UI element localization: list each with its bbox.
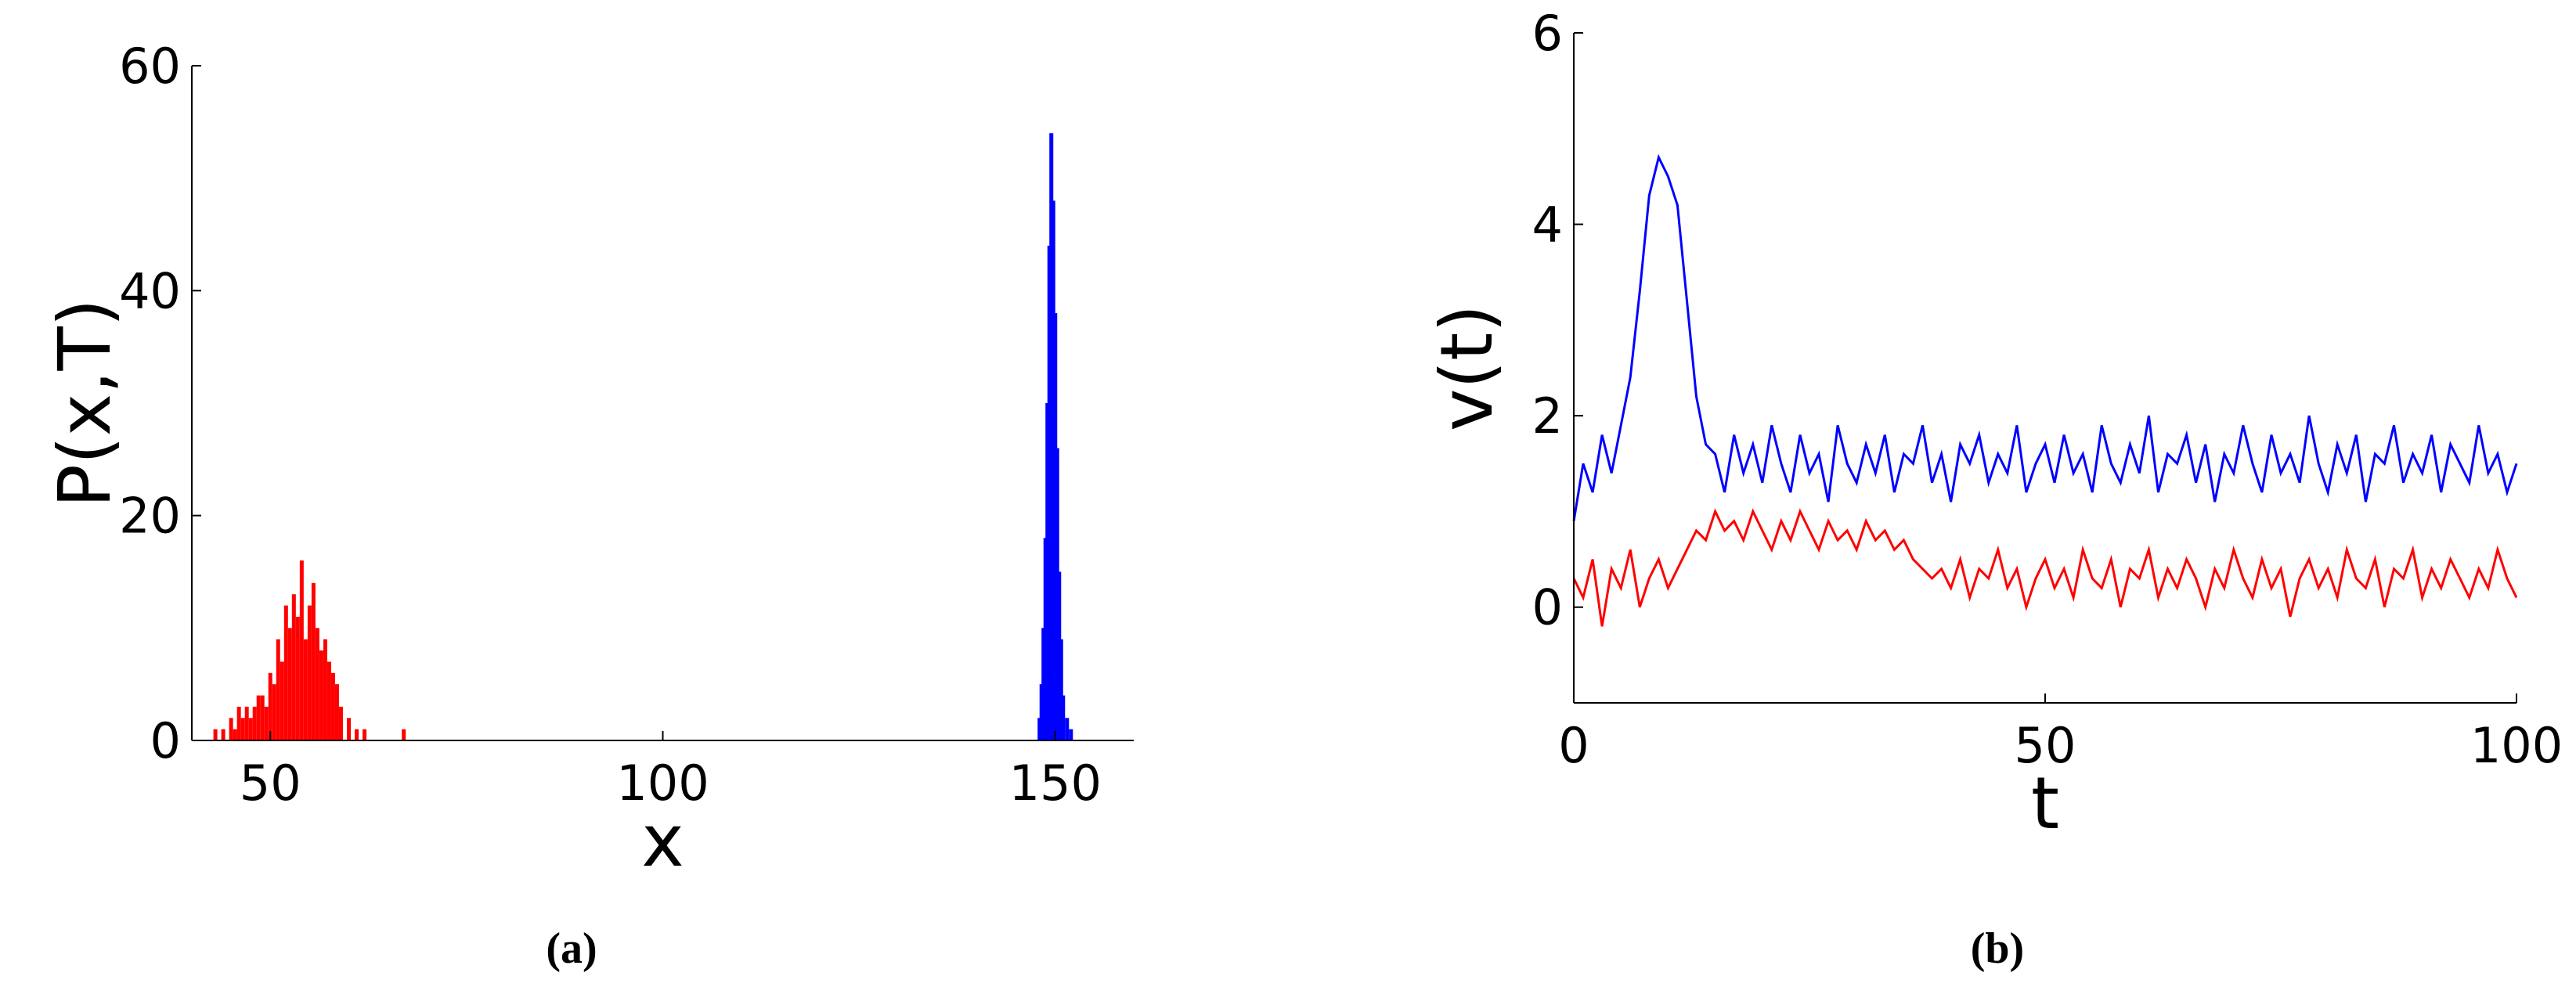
bar (307, 605, 312, 740)
bar (1053, 313, 1058, 741)
bar (402, 729, 406, 740)
y-tick-label: 6 (1532, 5, 1563, 62)
bar (244, 706, 249, 740)
bar (1057, 571, 1062, 740)
y-axis-label: v(t) (1425, 304, 1509, 431)
bar (221, 729, 225, 740)
bar (229, 718, 233, 740)
bar (1041, 628, 1046, 740)
bar (330, 672, 335, 740)
y-tick-label: 60 (119, 38, 181, 95)
x-tick-label: 0 (1558, 717, 1589, 774)
bar (1065, 718, 1070, 740)
series-line (1572, 153, 2518, 521)
bar (276, 639, 280, 740)
bar (1069, 729, 1073, 740)
bar (338, 706, 343, 740)
series-line (1572, 508, 2518, 627)
bar (299, 560, 304, 740)
x-axis-label: x (641, 799, 684, 883)
bar (213, 729, 218, 740)
bar (268, 672, 272, 740)
y-tick-label: 0 (150, 712, 181, 769)
bar (236, 706, 241, 740)
bar (1055, 448, 1059, 740)
bar (347, 718, 351, 740)
x-tick-label: 100 (2470, 717, 2563, 774)
bar (264, 706, 269, 740)
bar (363, 729, 367, 740)
bar (291, 594, 296, 740)
bar (1043, 538, 1048, 740)
bar (319, 650, 323, 740)
bar (323, 639, 327, 740)
x-tick-label: 150 (1009, 755, 1102, 812)
x-axis-label: t (2031, 762, 2059, 845)
bar (1047, 245, 1052, 740)
bar (233, 729, 237, 740)
bar (303, 639, 308, 740)
bar (334, 684, 339, 740)
caption: (b) (1971, 924, 2024, 973)
bar (240, 718, 245, 740)
bar (280, 661, 284, 740)
bar (252, 706, 257, 740)
bar (248, 718, 253, 740)
y-tick-label: 40 (119, 262, 181, 319)
y-axis-label: P(x,T) (43, 298, 127, 507)
bar (1051, 200, 1055, 740)
bar (315, 628, 319, 740)
bar (1049, 133, 1054, 740)
bar (260, 695, 265, 740)
bar (355, 729, 359, 740)
bar (1045, 403, 1050, 740)
y-tick-label: 4 (1532, 196, 1563, 254)
bar (311, 582, 316, 740)
y-tick-label: 20 (119, 488, 181, 545)
bar (327, 661, 331, 740)
bar (295, 616, 300, 740)
x-tick-label: 100 (616, 755, 709, 812)
bar (287, 628, 292, 740)
bar (1039, 684, 1044, 740)
x-tick-label: 50 (2015, 717, 2076, 774)
y-tick-label: 0 (1532, 579, 1563, 636)
y-tick-label: 2 (1532, 387, 1563, 445)
bar (1037, 718, 1042, 740)
x-tick-label: 50 (240, 755, 301, 812)
bar (1061, 695, 1066, 740)
bar (272, 684, 276, 740)
bar (1059, 639, 1063, 740)
caption: (a) (546, 924, 597, 973)
bar (283, 605, 288, 740)
bar (256, 695, 261, 740)
